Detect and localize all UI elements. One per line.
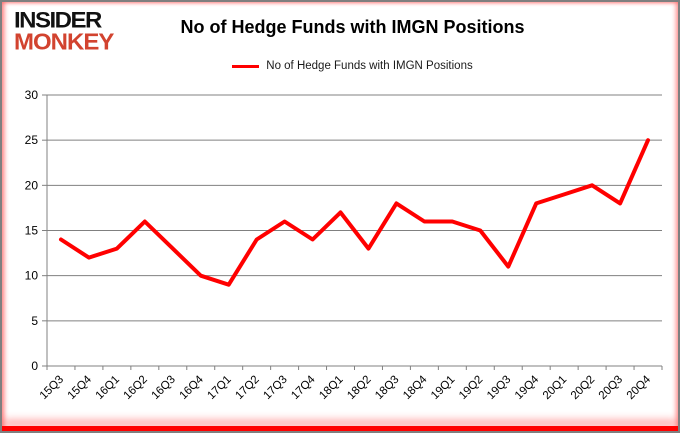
legend-label: No of Hedge Funds with IMGN Positions bbox=[266, 60, 473, 72]
y-axis-label: 10 bbox=[25, 269, 39, 283]
x-axis-label: 18Q4 bbox=[401, 373, 430, 402]
x-axis-label: 17Q3 bbox=[261, 374, 289, 402]
x-axis-label: 18Q1 bbox=[317, 374, 345, 402]
chart-title: No of Hedge Funds with IMGN Positions bbox=[180, 17, 525, 37]
x-axis-label: 18Q3 bbox=[373, 374, 401, 402]
x-axis-label: 16Q1 bbox=[94, 374, 122, 402]
y-axis-label: 15 bbox=[25, 224, 39, 238]
x-axis-label: 16Q3 bbox=[150, 374, 178, 402]
x-axis-label: 17Q4 bbox=[289, 373, 318, 402]
x-axis-label: 20Q2 bbox=[569, 374, 597, 402]
chart-legend: No of Hedge Funds with IMGN Positions bbox=[47, 60, 658, 72]
x-axis-label: 18Q2 bbox=[345, 374, 373, 402]
x-axis-label: 19Q3 bbox=[485, 374, 513, 402]
y-axis-label: 0 bbox=[31, 359, 38, 373]
x-axis-label: 20Q4 bbox=[625, 373, 654, 402]
y-axis-label: 25 bbox=[25, 133, 39, 147]
logo-line-monkey: MONKEY bbox=[14, 29, 114, 56]
logo-line-insider: INSIDER bbox=[14, 8, 102, 34]
y-axis-label: 5 bbox=[31, 314, 38, 328]
x-axis-label: 19Q4 bbox=[513, 373, 542, 402]
legend-line-swatch bbox=[232, 64, 260, 68]
x-axis-label: 16Q2 bbox=[122, 374, 150, 402]
x-axis-label: 17Q2 bbox=[233, 374, 261, 402]
data-line bbox=[59, 138, 650, 287]
x-axis-label: 15Q3 bbox=[38, 374, 66, 402]
x-axis-label: 19Q1 bbox=[429, 374, 457, 402]
x-axis-label: 16Q4 bbox=[177, 373, 206, 402]
x-axis-label: 20Q1 bbox=[541, 374, 569, 402]
x-axis-label: 20Q3 bbox=[597, 374, 625, 402]
x-axis-label: 15Q4 bbox=[66, 373, 95, 402]
bottom-red-bar bbox=[2, 426, 678, 431]
x-axis-label: 19Q2 bbox=[457, 374, 485, 402]
y-axis-label: 20 bbox=[25, 178, 39, 192]
insider-monkey-logo: INSIDER MONKEY bbox=[14, 8, 114, 56]
x-axis-label: 17Q1 bbox=[205, 374, 233, 402]
y-axis-label: 30 bbox=[25, 88, 39, 102]
